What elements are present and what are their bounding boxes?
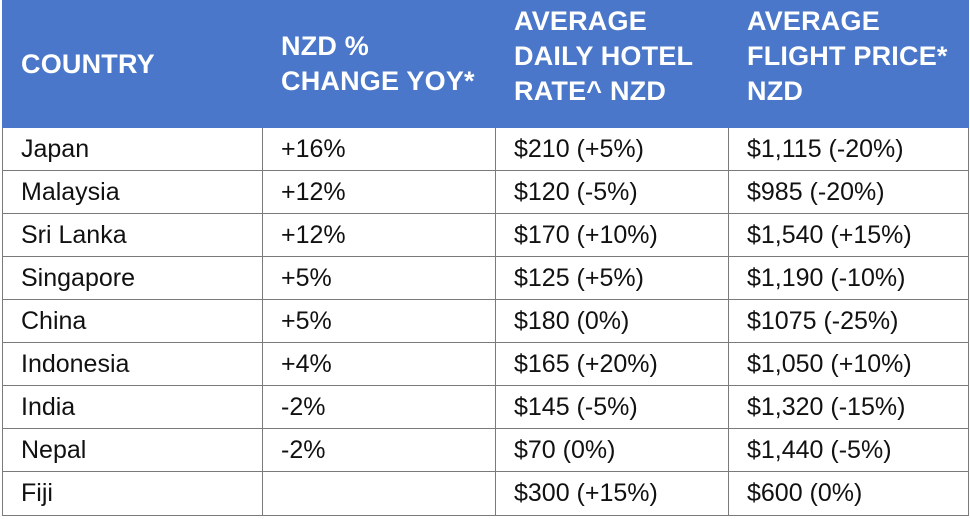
table-row: China +5% $180 (0%) $1075 (-25%): [2, 299, 969, 343]
header-hotel-rate: AVERAGE DAILY HOTEL RATE^ NZD: [495, 0, 729, 128]
cell-hotel-rate: $165 (+20%): [495, 342, 729, 386]
header-nzd-change-line-2: CHANGE YOY*: [281, 66, 475, 96]
cell-hotel-rate: $210 (+5%): [495, 127, 729, 171]
header-hotel-rate-line-1: AVERAGE: [514, 6, 647, 36]
header-flight-price: AVERAGE FLIGHT PRICE* NZD: [728, 0, 969, 128]
cell-country: India: [2, 385, 263, 429]
header-flight-price-line-2: FLIGHT PRICE*: [747, 41, 948, 71]
cell-flight-price: $1,440 (-5%): [728, 428, 969, 472]
table-row: Nepal -2% $70 (0%) $1,440 (-5%): [2, 428, 969, 472]
table-row: India -2% $145 (-5%) $1,320 (-15%): [2, 385, 969, 429]
cell-flight-price: $600 (0%): [728, 471, 969, 516]
cell-hotel-rate: $300 (+15%): [495, 471, 729, 516]
cell-hotel-rate: $170 (+10%): [495, 213, 729, 257]
cell-nzd-change: +5%: [262, 299, 496, 343]
cell-nzd-change: +5%: [262, 256, 496, 300]
cell-hotel-rate: $145 (-5%): [495, 385, 729, 429]
header-nzd-change-line-1: NZD %: [281, 31, 369, 61]
table-row: Indonesia +4% $165 (+20%) $1,050 (+10%): [2, 342, 969, 386]
cell-country: Sri Lanka: [2, 213, 263, 257]
header-flight-price-line-1: AVERAGE: [747, 6, 880, 36]
cell-nzd-change: +12%: [262, 170, 496, 214]
cell-nzd-change: +4%: [262, 342, 496, 386]
cell-nzd-change: +12%: [262, 213, 496, 257]
header-hotel-rate-line-3: RATE^ NZD: [514, 76, 667, 106]
cell-hotel-rate: $180 (0%): [495, 299, 729, 343]
table-row: Sri Lanka +12% $170 (+10%) $1,540 (+15%): [2, 213, 969, 257]
cell-hotel-rate: $125 (+5%): [495, 256, 729, 300]
table-row: Fiji $300 (+15%) $600 (0%): [2, 471, 969, 516]
cell-country: Indonesia: [2, 342, 263, 386]
cell-nzd-change: +16%: [262, 127, 496, 171]
table-row: Singapore +5% $125 (+5%) $1,190 (-10%): [2, 256, 969, 300]
cell-country: Fiji: [2, 471, 263, 516]
header-country-line: COUNTRY: [21, 48, 155, 79]
cell-flight-price: $1,190 (-10%): [728, 256, 969, 300]
cell-country: China: [2, 299, 263, 343]
cell-hotel-rate: $120 (-5%): [495, 170, 729, 214]
cell-country: Malaysia: [2, 170, 263, 214]
header-country: COUNTRY: [2, 0, 263, 128]
cell-nzd-change: -2%: [262, 428, 496, 472]
header-nzd-change: NZD % CHANGE YOY*: [262, 0, 496, 128]
cell-flight-price: $1,115 (-20%): [728, 127, 969, 171]
cell-flight-price: $1,320 (-15%): [728, 385, 969, 429]
table-row: Malaysia +12% $120 (-5%) $985 (-20%): [2, 170, 969, 214]
cell-nzd-change: [262, 471, 496, 516]
table-row: Japan +16% $210 (+5%) $1,115 (-20%): [2, 127, 969, 171]
cell-hotel-rate: $70 (0%): [495, 428, 729, 472]
cell-flight-price: $1,050 (+10%): [728, 342, 969, 386]
cell-nzd-change: -2%: [262, 385, 496, 429]
header-hotel-rate-line-2: DAILY HOTEL: [514, 41, 694, 71]
header-row: COUNTRY NZD % CHANGE YOY* AVERAGE DAILY …: [2, 0, 969, 128]
cell-flight-price: $985 (-20%): [728, 170, 969, 214]
cell-flight-price: $1075 (-25%): [728, 299, 969, 343]
cell-country: Singapore: [2, 256, 263, 300]
cell-country: Japan: [2, 127, 263, 171]
header-flight-price-line-3: NZD: [747, 76, 804, 106]
cell-flight-price: $1,540 (+15%): [728, 213, 969, 257]
cell-country: Nepal: [2, 428, 263, 472]
